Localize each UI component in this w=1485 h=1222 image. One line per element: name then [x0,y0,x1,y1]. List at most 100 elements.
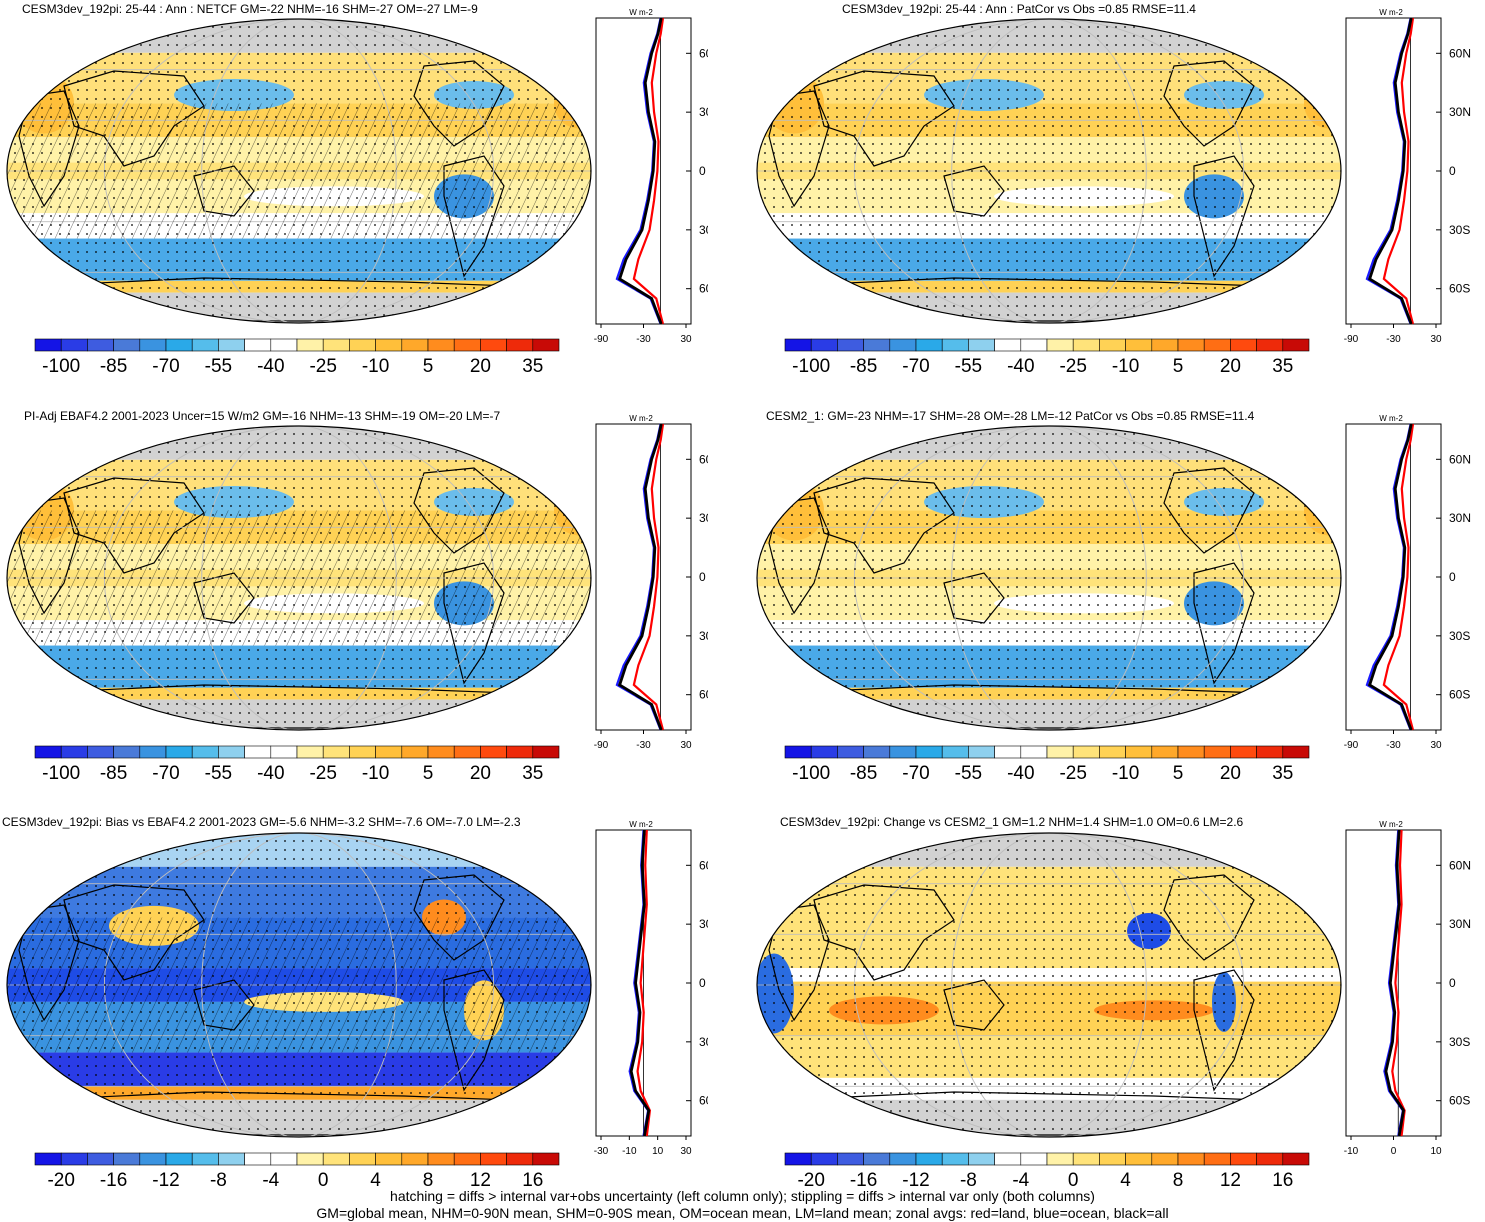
hatching [7,103,591,239]
colorbar-swatch [941,338,969,352]
colorbar-swatch [34,745,62,759]
colorbar-4: -100-85-70-55-40-25-105203550 [784,745,1310,784]
zonal-land-line [1382,423,1415,731]
colorbar-swatch [191,745,219,759]
colorbar-swatch [1177,338,1205,352]
colorbar-swatch [1046,1152,1074,1166]
colorbar-swatch [941,745,969,759]
colorbar-swatch [113,338,141,352]
colorbar-swatch [506,1152,534,1166]
colorbar-label: 0 [318,1170,329,1191]
colorbar-swatch [863,1152,891,1166]
colorbar-swatch [1072,745,1100,759]
colorbar-swatch [1256,1152,1284,1166]
zonal-all-line [629,829,651,1137]
colorbar-label: -16 [850,1170,877,1191]
zonal-all-line [1367,17,1413,325]
zonal-frame [595,423,692,731]
colorbar-swatch [1282,1152,1310,1166]
colorbar-swatch [784,338,812,352]
stippling [757,19,1341,323]
zonal-x-label: 30 [1430,740,1442,751]
zonal-lat-label: 30S [1449,629,1470,643]
zonal-x-label: 30 [1430,334,1442,345]
panel-title-3: PI-Adj EBAF4.2 2001-2023 Uncer=15 W/m2 G… [24,409,501,423]
colorbar-swatch [218,745,245,759]
map-border [6,425,592,731]
colorbar-swatch [244,338,272,352]
zonal-lat-label: 60S [699,1094,708,1108]
zonal-x-label: -90 [594,334,609,345]
colorbar-swatch [244,1152,272,1166]
colorbar-swatch [810,1152,838,1166]
panel-title-2: CESM3dev_192pi: 25-44 : Ann : PatCor vs … [842,2,1196,16]
zonal-lat-label: 30S [699,629,708,643]
footer-note-2: GM=global mean, NHM=0-90N mean, SHM=0-90… [316,1205,1169,1221]
colorbar-swatch [453,1152,481,1166]
colorbar-label: -10 [362,763,389,784]
colorbar-swatch [1256,338,1284,352]
zonal-lat-label: 60N [1449,452,1471,466]
colorbar-swatch [1203,1152,1231,1166]
zonal-x-label: -30 [636,740,651,751]
colorbar-swatch [480,338,507,352]
zonal-land-line [1382,17,1415,325]
zonal-x-label: -90 [1344,334,1359,345]
colorbar-label: 12 [1220,1170,1241,1191]
colorbar-label: -10 [1112,356,1139,377]
stippling [757,833,1341,1137]
colorbar-swatch [1230,745,1257,759]
colorbar-label: -70 [902,763,929,784]
colorbar-label: -20 [47,1170,74,1191]
colorbar-swatch [1125,338,1153,352]
zonal-lat-label: 30S [1449,1035,1470,1049]
colorbar-5: -20-16-12-8-4048121620 [34,1152,560,1191]
zonal-land-line [636,829,652,1137]
colorbar-swatch [427,1152,455,1166]
colorbar-swatch [480,1152,507,1166]
colorbar-label: -40 [1007,763,1034,784]
map-panel-1 [6,18,592,324]
map-panel-6 [756,832,1342,1138]
colorbar-label: -10 [362,356,389,377]
zonal-lat-label: 30S [1449,223,1470,237]
colorbar-swatch [60,1152,88,1166]
zonal-x-label: -30 [594,1146,609,1157]
colorbar-label: 35 [522,356,543,377]
zonal-lat-label: 0 [699,164,706,178]
colorbar-swatch [375,338,403,352]
zonal-lat-label: 60S [699,282,708,296]
colorbar-label: 4 [1120,1170,1131,1191]
zonal-lat-label: 30N [1449,511,1471,525]
zonal-lat-label: 30N [1449,105,1471,119]
zonal-lat-label: 30S [699,223,708,237]
zonal-lat-label: 0 [1449,164,1456,178]
colorbar-swatch [322,338,350,352]
colorbar-swatch [322,1152,350,1166]
colorbar-swatch [401,338,429,352]
colorbar-swatch [863,338,891,352]
zonal-lat-label: 60S [1449,282,1470,296]
colorbar-swatch [1151,745,1179,759]
map-border [756,18,1342,324]
colorbar-label: -12 [902,1170,929,1191]
colorbar-label: 20 [470,356,491,377]
zonal-lat-label: 60S [1449,1094,1470,1108]
colorbar-swatch [506,745,534,759]
hatching [7,917,591,1053]
colorbar-swatch [968,745,995,759]
colorbar-swatch [113,1152,141,1166]
colorbar-label: 20 [1220,356,1241,377]
colorbar-swatch [270,338,298,352]
zonal-panel-1: W m-2 60N 30N 0 30S 60S -90 -30 30 [594,8,708,345]
map-border [756,832,1342,1138]
colorbar-label: 16 [522,1170,543,1191]
zonal-frame [1345,423,1442,731]
colorbar-swatch [427,745,455,759]
colorbar-swatch [165,1152,193,1166]
colorbar-swatch [427,338,455,352]
colorbar-label: 5 [1173,763,1184,784]
colorbar-label: 5 [423,356,434,377]
zonal-lat-label: 0 [699,570,706,584]
colorbar-label: 35 [1272,763,1293,784]
